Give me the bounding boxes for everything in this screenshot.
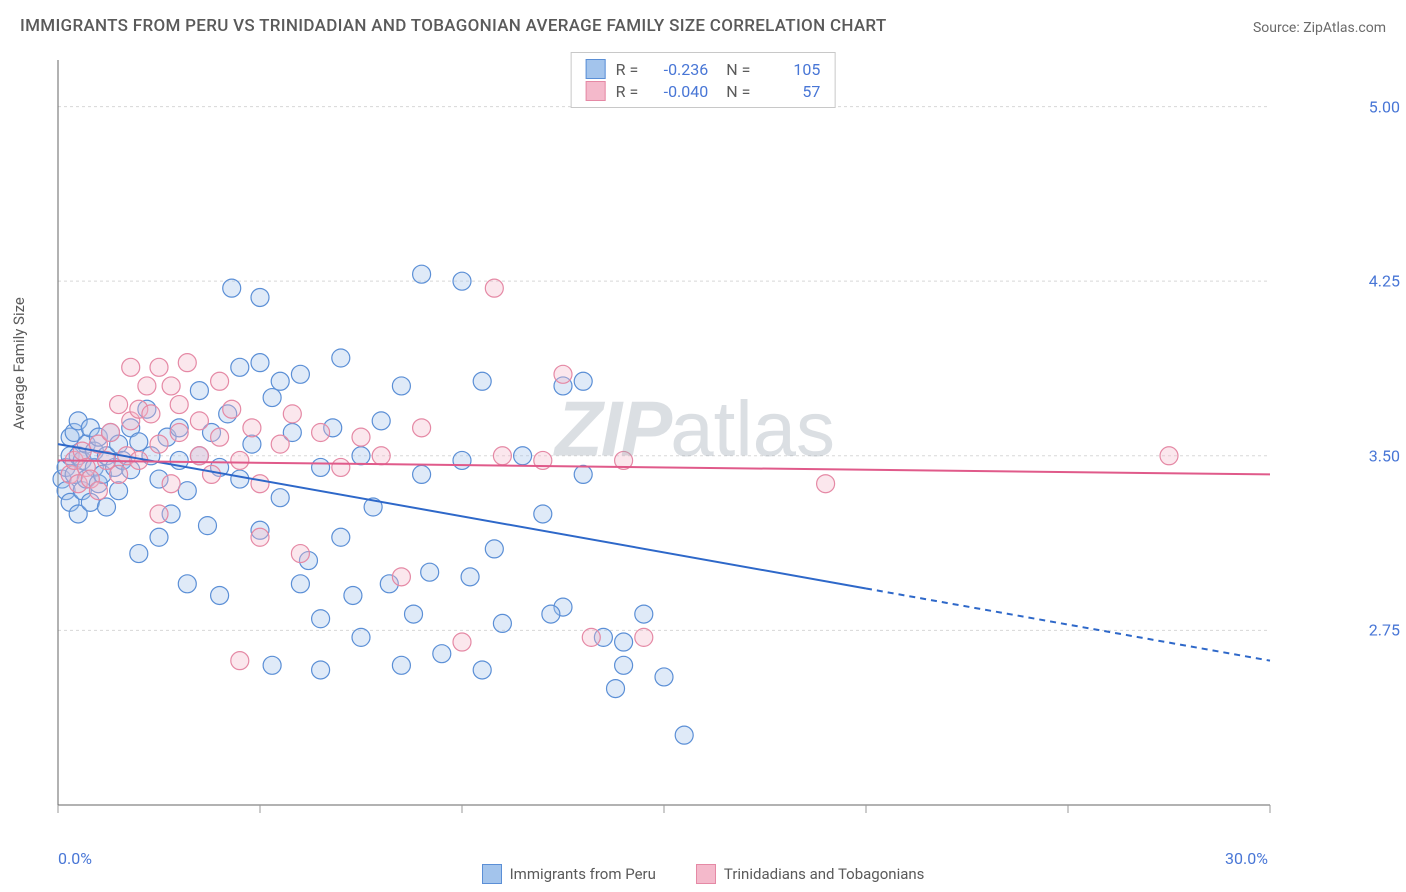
watermark: ZIPatlas (555, 384, 835, 475)
y-axis-label: Average Family Size (10, 297, 28, 430)
legend-swatch-1 (482, 864, 502, 884)
y-tick-label: 4.25 (1369, 272, 1400, 291)
legend-item-series-2: Trinidadians and Tobagonians (696, 864, 924, 884)
stats-row-series-1: R = -0.236 N = 105 (586, 59, 821, 79)
legend-swatch-2 (696, 864, 716, 884)
stats-legend-box: R = -0.236 N = 105 R = -0.040 N = 57 (571, 52, 836, 108)
chart-area: ZIPatlas 2.753.504.255.000.0%30.0% (50, 50, 1340, 840)
y-tick-label: 3.50 (1369, 446, 1400, 465)
y-tick-label: 2.75 (1369, 621, 1400, 640)
stats-row-series-2: R = -0.040 N = 57 (586, 81, 821, 101)
legend-label-2: Trinidadians and Tobagonians (724, 865, 924, 883)
chart-title: IMMIGRANTS FROM PERU VS TRINIDADIAN AND … (20, 16, 887, 36)
y-tick-label: 5.00 (1369, 97, 1400, 116)
legend-label-1: Immigrants from Peru (510, 865, 656, 883)
legend-item-series-1: Immigrants from Peru (482, 864, 656, 884)
source-label: Source: ZipAtlas.com (1253, 20, 1386, 36)
bottom-legend: Immigrants from Peru Trinidadians and To… (0, 864, 1406, 884)
swatch-series-2 (586, 81, 606, 101)
swatch-series-1 (586, 59, 606, 79)
